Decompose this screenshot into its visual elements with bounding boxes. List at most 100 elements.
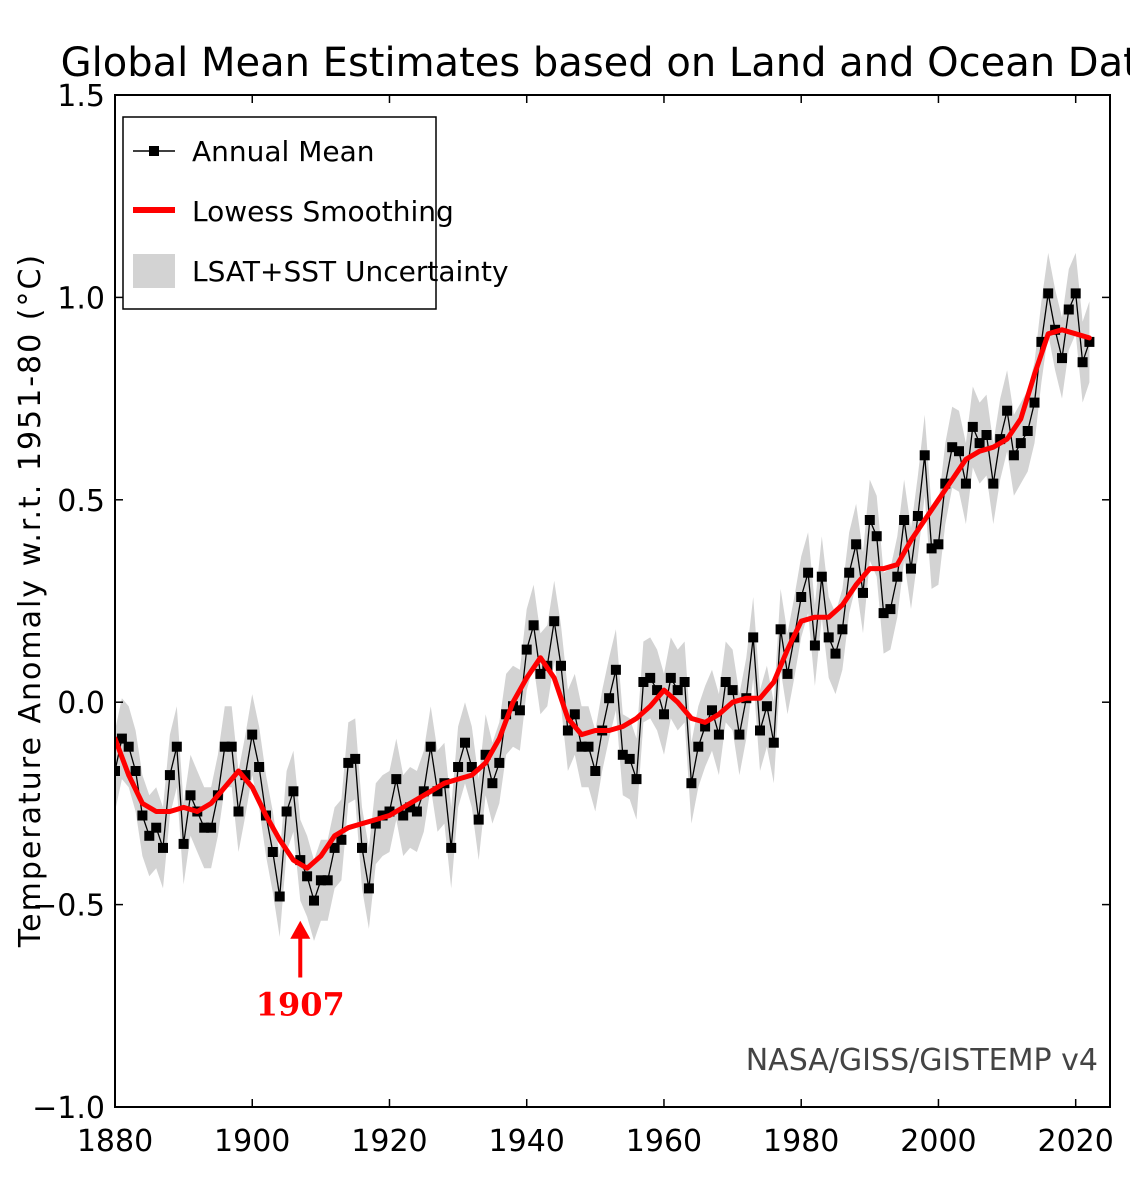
annual-mean-point [768,737,779,748]
annual-mean-point [590,766,601,776]
annual-mean-point [659,709,669,720]
annual-mean-point [1002,405,1013,416]
annual-mean-point [391,774,402,785]
annual-mean-point [830,648,841,659]
y-tick-label: −0.5 [32,889,105,924]
annual-mean-point [981,430,992,440]
annual-mean-point [315,875,326,886]
annual-mean-point [130,766,141,776]
plot-area [115,252,1095,941]
annual-mean-point [755,725,765,736]
legend-lowess-label: Lowess Smoothing [192,195,454,228]
annual-mean-point [851,539,862,550]
annual-mean-point [302,871,313,882]
annual-mean-point [357,842,367,853]
annual-mean-point [892,571,903,582]
annual-mean-point [686,778,697,789]
annual-mean-point [974,438,985,449]
annual-mean-point [748,632,759,643]
annual-mean-point [185,790,196,801]
annual-mean-point [1015,438,1026,449]
annual-mean-point [1057,353,1067,364]
annual-mean-point [947,442,958,453]
annual-mean-point [254,762,265,772]
annual-mean-point [652,685,663,696]
annual-mean-point [528,620,539,631]
annual-mean-point [432,786,443,797]
annual-mean-point [624,753,635,764]
legend-box [122,116,437,310]
annual-mean-point [933,539,944,550]
annual-mean-point [425,741,436,752]
y-tick-label: 1.0 [57,281,105,316]
annual-mean-point [707,705,717,716]
annual-mean-point [466,762,477,772]
annual-mean-point [809,640,820,651]
y-tick-label: 1.5 [57,79,105,114]
annual-mean-point [919,450,930,461]
annual-mean-point [226,741,237,752]
annual-mean-point [116,733,127,744]
annual-mean-point [494,757,505,768]
annual-mean-point [837,624,848,635]
annual-mean-point [727,685,738,696]
annual-mean-point [1036,336,1047,347]
annual-mean-point [363,883,374,894]
annual-mean-point [562,725,573,736]
x-tick-label: 1960 [626,1124,702,1159]
annual-mean-point [761,701,772,712]
annual-mean-point [617,749,628,760]
annual-mean-point [171,741,182,752]
annual-mean-point [1063,304,1074,315]
annual-mean-point [823,632,834,643]
annual-mean-point [329,842,340,853]
annual-mean-point [240,770,251,781]
credit-text: NASA/GISS/GISTEMP v4 [746,1043,1098,1078]
legend-uncertainty-label: LSAT+SST Uncertainty [192,255,509,288]
annual-mean-point [247,729,258,740]
annual-mean-point [583,741,594,752]
legend: Annual Mean Lowess Smoothing LSAT+SST Un… [122,116,509,310]
annual-mean-point [1008,450,1019,461]
annual-mean-point [446,842,457,853]
annual-mean-point [199,822,210,833]
annual-mean-point [645,672,656,683]
x-tick-label: 1900 [214,1124,290,1159]
annual-mean-point [411,806,422,817]
annual-mean-point [309,895,319,906]
annual-mean-point [295,855,306,866]
annual-mean-point [267,847,278,857]
y-tick-label: −1.0 [32,1091,105,1126]
annual-mean-point [782,668,793,679]
annual-mean-point [576,741,587,752]
annual-mean-point [473,814,484,825]
x-tick-label: 1980 [763,1124,839,1159]
annual-mean-point [858,587,868,598]
legend-annual-mean-marker [149,146,159,156]
annual-mean-point [638,677,649,687]
uncertainty-band [115,252,1090,941]
annual-mean-point [796,592,807,602]
legend-annual-mean-label: Annual Mean [192,135,375,168]
annual-mean-point [398,810,409,821]
annual-mean-point [460,737,470,748]
annotation-arrow-head [290,920,311,939]
annual-mean-point [521,644,532,655]
annual-mean-point [912,511,923,521]
y-tick-label: 0.0 [57,686,105,721]
annual-mean-point [665,672,676,683]
annual-mean-point [871,531,882,542]
annual-mean-point [631,774,642,785]
annual-mean-point [569,709,580,720]
annual-mean-point [679,677,690,687]
y-tick-label: 0.5 [57,484,105,519]
annual-mean-point [219,741,230,752]
annual-mean-point [123,741,134,752]
annual-mean-point [693,741,704,752]
x-tick-label: 1940 [489,1124,565,1159]
annual-mean-point [418,786,429,797]
annual-mean-point [803,567,814,578]
x-tick-label: 1880 [77,1124,153,1159]
annual-mean-point [734,729,745,740]
